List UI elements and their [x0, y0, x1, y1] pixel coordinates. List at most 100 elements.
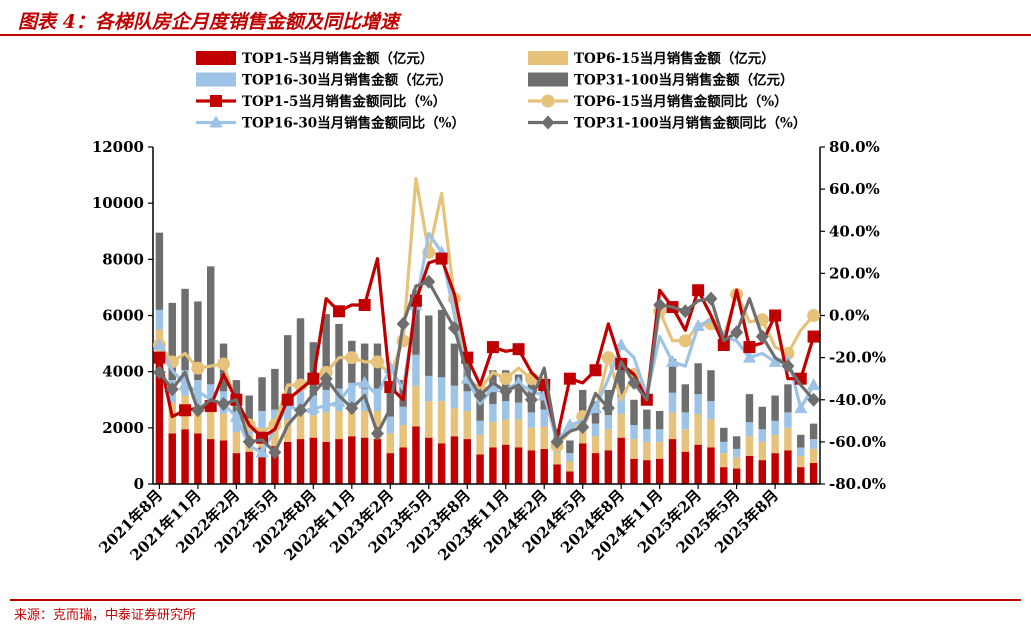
bar-1-43	[707, 447, 715, 484]
legend-label-5: TOP1-5当月销售金额同比（%）	[242, 93, 446, 110]
point-4-49	[781, 359, 795, 374]
bar-4-21	[425, 315, 433, 376]
y2-tick-label: 0.0%	[829, 307, 869, 325]
bar-2-27	[502, 419, 510, 445]
bar-1-35	[604, 450, 613, 484]
bar-1-12	[309, 437, 318, 484]
point-3-50	[794, 401, 808, 414]
point-3-40	[665, 354, 679, 367]
point-4-25	[473, 388, 487, 403]
bar-2-28	[514, 419, 523, 448]
bar-3-47	[758, 429, 766, 442]
bar-1-14	[335, 439, 343, 484]
bar-2-45	[732, 457, 741, 469]
y2-tick-label: -40.0%	[829, 391, 886, 409]
bar-1-6	[232, 453, 241, 484]
bar-3-44	[720, 441, 728, 454]
legend-marker-8	[541, 115, 555, 130]
bar-2-4	[207, 408, 215, 440]
point-4-7	[242, 434, 256, 449]
bar-1-45	[732, 468, 741, 484]
point-2-51	[807, 309, 821, 322]
bar-1-41	[681, 451, 690, 484]
bar-2-17	[373, 410, 382, 440]
bar-2-3	[194, 405, 202, 434]
bar-1-32	[566, 471, 574, 484]
bar-1-17	[373, 439, 382, 484]
point-4-41	[678, 304, 692, 319]
point-4-13	[319, 371, 333, 386]
bar-3-43	[707, 401, 715, 420]
bar-4-3	[194, 301, 202, 381]
bar-1-38	[643, 460, 651, 484]
bar-2-19	[399, 425, 407, 448]
bar-1-31	[553, 464, 561, 484]
bar-1-33	[578, 443, 587, 484]
point-1-0	[153, 351, 166, 364]
bar-3-49	[784, 412, 792, 428]
legend-marker-5	[210, 95, 222, 107]
point-3-14	[332, 394, 346, 407]
bar-2-34	[591, 436, 600, 454]
point-3-34	[589, 401, 603, 414]
line-layer	[152, 176, 821, 460]
point-4-39	[653, 297, 667, 312]
bar-3-51	[809, 439, 818, 449]
bar-2-30	[540, 426, 548, 449]
bar-4-28	[514, 374, 523, 403]
bar-2-24	[463, 410, 471, 440]
bar-4-48	[771, 395, 779, 421]
header-rule	[0, 34, 1031, 36]
bar-4-45	[732, 436, 741, 449]
bar-3-25	[476, 420, 484, 435]
y2-tick-label: 40.0%	[829, 222, 880, 240]
bar-4-2	[181, 288, 189, 371]
bar-4-4	[207, 266, 215, 385]
bar-2-51	[809, 448, 818, 463]
point-4-35	[601, 401, 615, 416]
bar-2-16	[360, 410, 369, 438]
point-1-28	[512, 343, 525, 356]
bar-1-48	[771, 453, 779, 484]
bar-3-24	[463, 391, 471, 411]
bar-3-18	[386, 416, 395, 434]
point-1-16	[358, 298, 371, 311]
bar-3-17	[373, 388, 382, 411]
bar-4-47	[758, 406, 766, 430]
bar-1-19	[399, 447, 407, 484]
point-3-51	[807, 378, 821, 391]
point-4-3	[191, 403, 205, 418]
bar-1-5	[219, 440, 228, 484]
point-4-51	[807, 392, 821, 407]
bar-1-21	[425, 437, 433, 484]
bar-2-36	[617, 413, 625, 438]
bar-2-25	[476, 434, 484, 455]
bar-4-16	[360, 343, 369, 389]
bar-1-3	[194, 433, 202, 484]
bar-2-50	[797, 455, 805, 468]
bar-3-35	[604, 415, 613, 430]
bar-3-29	[527, 412, 536, 428]
bar-3-39	[655, 429, 664, 442]
bar-2-15	[348, 406, 356, 437]
bar-1-22	[437, 443, 446, 484]
bar-4-50	[797, 434, 805, 448]
bar-3-21	[425, 375, 433, 402]
point-3-48	[768, 354, 782, 367]
bar-1-26	[489, 447, 497, 484]
bar-2-46	[745, 436, 754, 456]
bar-1-1	[168, 433, 176, 484]
point-3-36	[614, 337, 628, 350]
sales-chart: TOP1-5当月销售金额（亿元） TOP6-15当月销售金额（亿元） TOP16-3…	[92, 50, 886, 564]
bar-1-16	[360, 437, 369, 484]
bar-3-34	[591, 423, 600, 437]
bar-1-15	[348, 436, 356, 484]
bar-3-36	[617, 396, 625, 414]
bar-2-9	[271, 427, 279, 447]
bar-4-40	[668, 359, 677, 393]
bar-1-46	[745, 455, 754, 484]
bar-3-22	[437, 377, 446, 402]
point-4-0	[152, 365, 166, 380]
bar-1-47	[758, 460, 766, 484]
bar-3-46	[745, 422, 754, 437]
